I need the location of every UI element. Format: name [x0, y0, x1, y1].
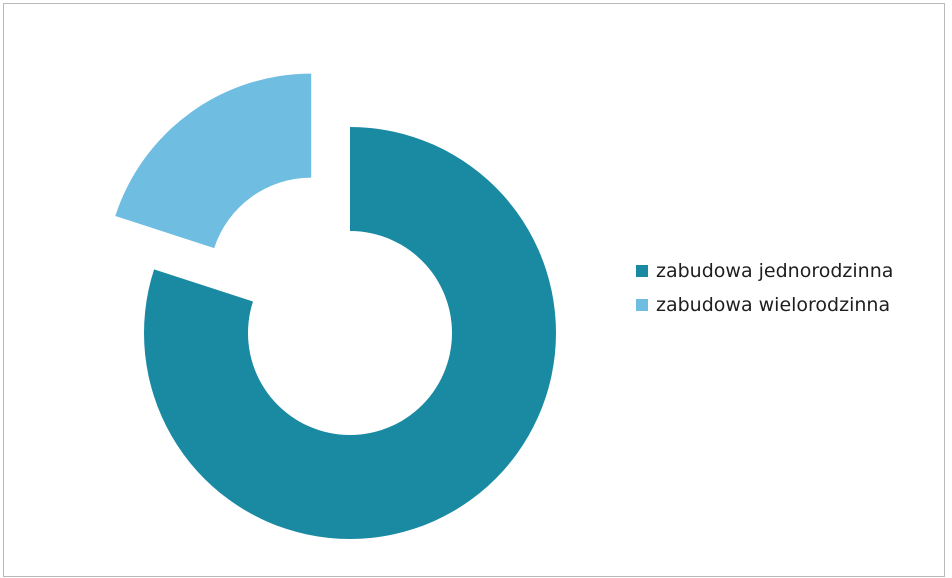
donut-slice-wielorodzinna: [115, 73, 312, 249]
legend-label-jednorodzinna: zabudowa jednorodzinna: [656, 260, 894, 282]
donut-slice-jednorodzinna: [143, 127, 557, 539]
legend-item-wielorodzinna: zabudowa wielorodzinna: [636, 288, 893, 322]
legend-swatch-wielorodzinna: [636, 299, 648, 311]
legend-label-wielorodzinna: zabudowa wielorodzinna: [656, 294, 891, 316]
chart-legend: zabudowa jednorodzinna zabudowa wielorod…: [636, 254, 893, 322]
legend-item-jednorodzinna: zabudowa jednorodzinna: [636, 254, 893, 288]
legend-swatch-jednorodzinna: [636, 265, 648, 277]
